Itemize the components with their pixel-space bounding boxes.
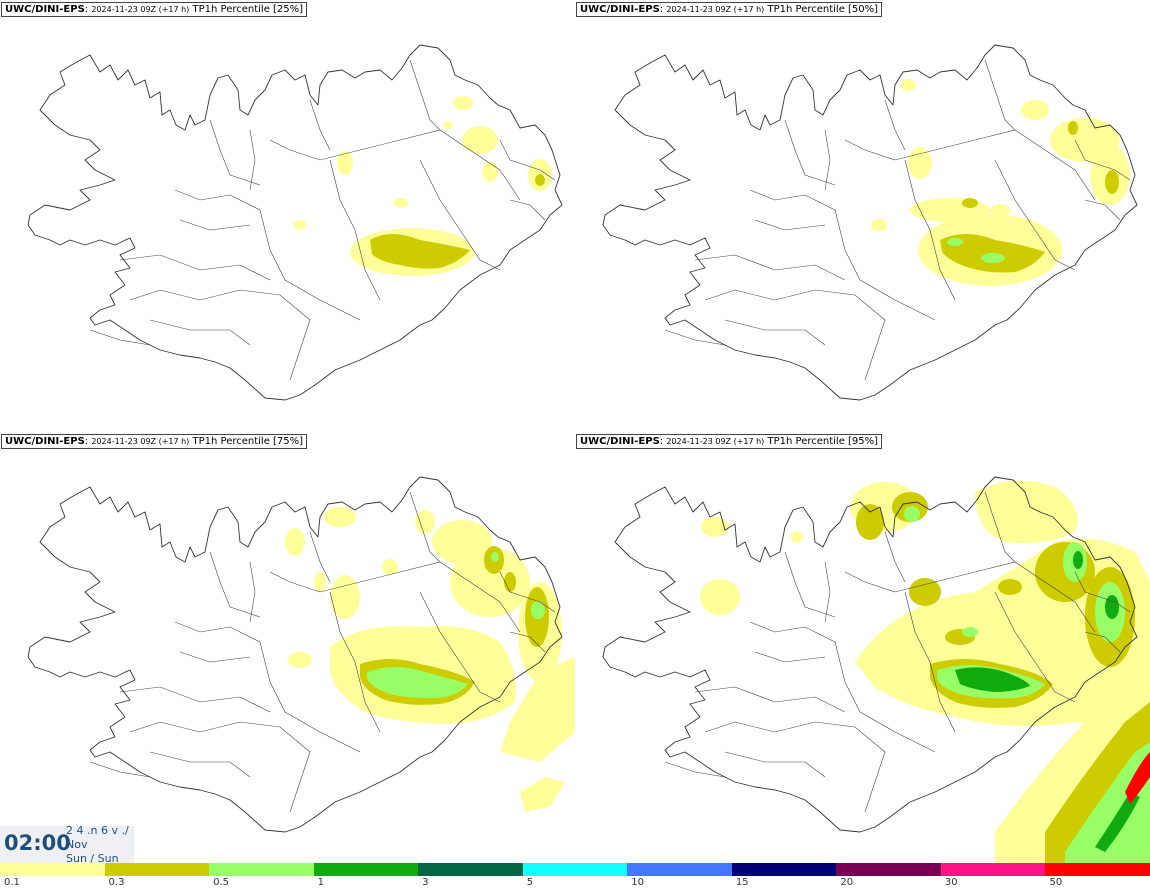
scale-label: 1	[317, 877, 324, 888]
scale-swatch	[1045, 863, 1150, 876]
scale-swatch	[104, 863, 210, 876]
scale-label: 30	[944, 877, 958, 888]
scale-swatch	[836, 863, 941, 876]
scale-swatch	[627, 863, 732, 876]
scale-swatch	[418, 863, 523, 876]
panel-title: UWC/DINI-EPS: 2024-11-23 09Z (+17 h) TP1…	[576, 434, 883, 449]
scale-swatch	[522, 863, 628, 876]
scale-label: 0.1	[4, 877, 20, 888]
map-panel-p25: UWC/DINI-EPS: 2024-11-23 09Z (+17 h) TP1…	[0, 0, 575, 432]
precip-area-light	[285, 507, 575, 812]
scale-label: 10	[631, 877, 644, 888]
scale-label: 5	[526, 877, 534, 888]
panel-title: UWC/DINI-EPS: 2024-11-23 09Z (+17 h) TP1…	[576, 2, 883, 17]
scale-label: 3	[422, 877, 429, 888]
scale-label: 0.3	[108, 877, 125, 888]
precip-area-green	[955, 551, 1140, 852]
precip-area-light-green	[367, 552, 545, 699]
panel-title: UWC/DINI-EPS: 2024-11-23 09Z (+17 h) TP1…	[1, 2, 308, 17]
iceland-map	[27, 476, 575, 833]
map-panel-p95: UWC/DINI-EPS: 2024-11-23 09Z (+17 h) TP1…	[575, 432, 1150, 864]
scale-swatch	[0, 863, 105, 876]
precip-area-red	[1125, 752, 1150, 804]
precip-area-light-green	[947, 238, 1005, 263]
valid-time-clock: 02:00	[4, 831, 71, 855]
valid-time-month: Nov	[66, 838, 88, 851]
scale-label: 20	[840, 877, 854, 888]
scale-label: 0.5	[213, 877, 229, 888]
scale-label: 15	[735, 877, 749, 888]
scale-swatch	[940, 863, 1046, 876]
iceland-map	[27, 44, 563, 401]
scale-label: 50	[1049, 877, 1063, 888]
map-panel-p50: UWC/DINI-EPS: 2024-11-23 09Z (+17 h) TP1…	[575, 0, 1150, 432]
valid-time-date-line: 2 4 .n 6 v ./	[66, 824, 129, 837]
scale-swatch	[313, 863, 419, 876]
valid-time-weekday: Sun / Sun	[66, 852, 119, 865]
precip-scale-labels: 0.1 0.3 0.5 1 3 5 10 15 20 30 50	[0, 877, 1150, 891]
precip-area-olive	[370, 174, 545, 269]
iceland-map	[602, 44, 1138, 401]
precip-color-scale	[0, 863, 1150, 876]
scale-swatch	[731, 863, 837, 876]
iceland-map	[602, 476, 1150, 864]
valid-time-box: 02:00 2 4 .n 6 v ./ Nov Sun / Sun	[0, 824, 134, 865]
scale-swatch	[209, 863, 314, 876]
panel-title: UWC/DINI-EPS: 2024-11-23 09Z (+17 h) TP1…	[1, 434, 308, 449]
map-panel-p75: UWC/DINI-EPS: 2024-11-23 09Z (+17 h) TP1…	[0, 432, 575, 864]
